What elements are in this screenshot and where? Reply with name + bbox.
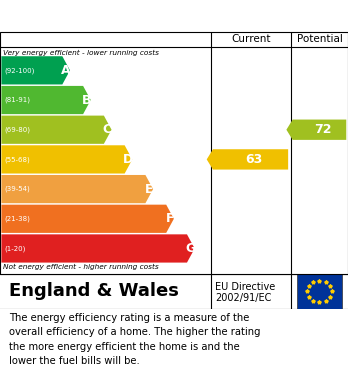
Text: Not energy efficient - higher running costs: Not energy efficient - higher running co… (3, 264, 159, 269)
Text: (1-20): (1-20) (4, 245, 25, 252)
Text: EU Directive: EU Directive (215, 282, 276, 292)
Polygon shape (1, 234, 195, 263)
Text: The energy efficiency rating is a measure of the
overall efficiency of a home. T: The energy efficiency rating is a measur… (9, 313, 260, 366)
Text: England & Wales: England & Wales (9, 282, 179, 300)
Text: C: C (103, 123, 112, 136)
Text: 63: 63 (245, 153, 263, 166)
Text: 72: 72 (314, 123, 332, 136)
Polygon shape (1, 116, 111, 144)
Text: (69-80): (69-80) (4, 126, 30, 133)
Polygon shape (1, 175, 153, 203)
Text: E: E (145, 183, 153, 196)
Text: Potential: Potential (296, 34, 342, 44)
Text: A: A (61, 64, 71, 77)
Polygon shape (1, 56, 70, 84)
Text: (39-54): (39-54) (4, 186, 30, 192)
Text: (81-91): (81-91) (4, 97, 30, 103)
Text: Current: Current (231, 34, 271, 44)
Text: B: B (82, 93, 91, 106)
Text: (55-68): (55-68) (4, 156, 30, 163)
Polygon shape (1, 86, 91, 114)
Text: 2002/91/EC: 2002/91/EC (215, 293, 271, 303)
Text: F: F (165, 212, 174, 225)
Text: Very energy efficient - lower running costs: Very energy efficient - lower running co… (3, 50, 159, 56)
Polygon shape (207, 149, 288, 170)
Text: G: G (185, 242, 196, 255)
Text: D: D (123, 153, 133, 166)
Polygon shape (1, 145, 132, 174)
Polygon shape (286, 120, 346, 140)
Bar (296, 272, 342, 311)
Polygon shape (1, 204, 174, 233)
Text: Energy Efficiency Rating: Energy Efficiency Rating (9, 9, 230, 23)
Text: (92-100): (92-100) (4, 67, 34, 74)
Text: (21-38): (21-38) (4, 215, 30, 222)
